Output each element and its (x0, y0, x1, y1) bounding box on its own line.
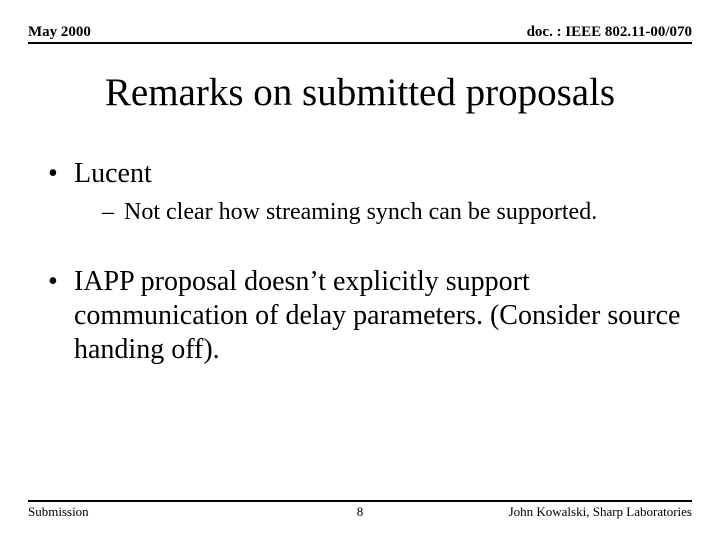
bullet-text: Lucent (74, 158, 152, 189)
slide-footer: Submission 8 John Kowalski, Sharp Labora… (28, 500, 692, 520)
sub-bullet-item: Not clear how streaming synch can be sup… (102, 197, 682, 227)
slide-content: Lucent Not clear how streaming synch can… (28, 157, 692, 368)
slide-header: May 2000 doc. : IEEE 802.11-00/070 (28, 24, 692, 44)
footer-left: Submission (28, 504, 89, 520)
sub-bullet-text: Not clear how streaming synch can be sup… (124, 199, 597, 225)
footer-rule (28, 500, 692, 502)
footer-row: Submission 8 John Kowalski, Sharp Labora… (28, 504, 692, 520)
slide: May 2000 doc. : IEEE 802.11-00/070 Remar… (0, 0, 720, 540)
header-doc-number: doc. : IEEE 802.11-00/070 (527, 24, 692, 41)
bullet-item: IAPP proposal doesn’t explicitly support… (46, 265, 682, 367)
sub-bullet-list: Not clear how streaming synch can be sup… (102, 197, 682, 227)
header-date: May 2000 (28, 24, 91, 41)
slide-title: Remarks on submitted proposals (28, 70, 692, 115)
footer-right: John Kowalski, Sharp Laboratories (509, 504, 692, 520)
bullet-item: Lucent Not clear how streaming synch can… (46, 157, 682, 227)
bullet-text: IAPP proposal doesn’t explicitly support… (74, 266, 680, 365)
footer-page-number: 8 (357, 504, 364, 520)
bullet-list: Lucent Not clear how streaming synch can… (46, 157, 682, 368)
